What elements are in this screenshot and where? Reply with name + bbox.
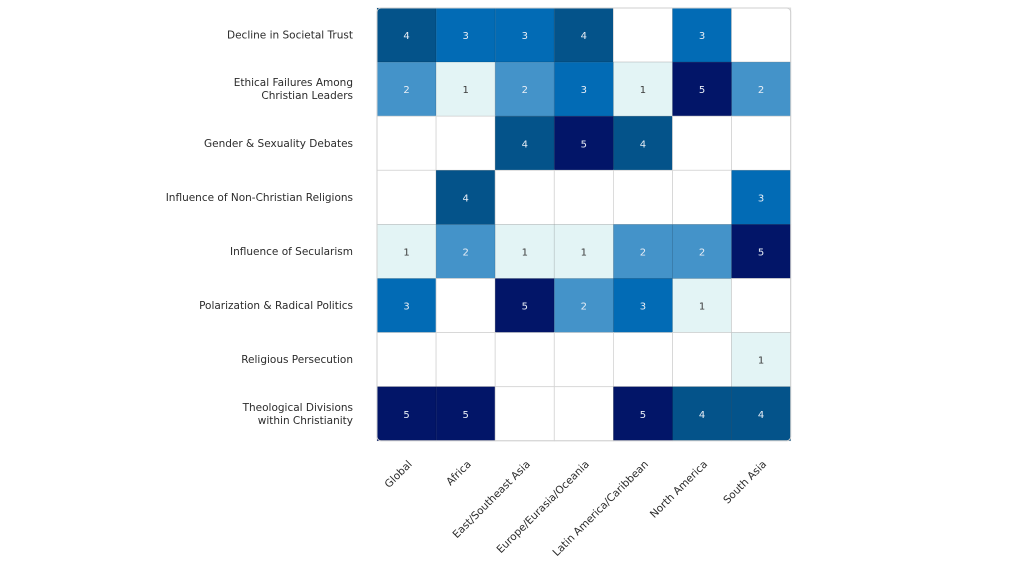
heatmap-cell-ethical-failures-among-christian-leaders-global: [376, 61, 437, 117]
heatmap-cell-theological-divisions-within-christianity-europe-eurasia-oceania: [553, 386, 614, 442]
cell-value-label: 2: [522, 85, 528, 96]
heatmap-cell-influence-of-secularism-europe-eurasia-oceania: [553, 223, 614, 279]
heatmap-cells: 4 3 3 4 3 2 1 2 3 1 5 2 4 5 4 4 3 1 2 1 1 2 2 5 3 5 2 3 1 1 5 5 5 4 4: [376, 7, 792, 442]
heatmap-cell-polarization-radical-politics-europe-eurasia-oceania: [553, 278, 614, 333]
cell-value-label: 2: [463, 248, 469, 259]
heatmap-cell-religious-persecution-europe-eurasia-oceania: [553, 332, 614, 388]
cell-value-label: 4: [403, 31, 409, 42]
heatmap-cell-influence-of-non-christian-religions-north-america: [672, 169, 732, 225]
cell-value-label: 1: [522, 248, 528, 259]
heatmap-cell-gender-sexuality-debates-south-asia: [731, 115, 792, 171]
heatmap-cell-polarization-radical-politics-latin-america-caribbean: [613, 278, 673, 333]
heatmap-cell-religious-persecution-africa: [435, 332, 496, 388]
heatmap-cell-religious-persecution-east-southeast-asia: [494, 332, 555, 388]
cell-value-label: 3: [758, 193, 764, 204]
heatmap-cell-polarization-radical-politics-south-asia: [731, 278, 792, 333]
heatmap-cell-decline-in-societal-trust-africa: [435, 7, 496, 63]
heatmap-cell-ethical-failures-among-christian-leaders-south-asia: [731, 61, 792, 117]
heatmap-cell-influence-of-non-christian-religions-global: [376, 169, 437, 225]
column-label-south-asia: South Asia: [721, 458, 769, 506]
column-label-africa: Africa: [444, 458, 474, 488]
heatmap-cell-decline-in-societal-trust-south-asia: [731, 7, 792, 63]
heatmap-cell-religious-persecution-global: [376, 332, 437, 388]
cell-value-label: 1: [581, 248, 587, 259]
cell-value-label: 1: [699, 302, 705, 313]
heatmap-cell-decline-in-societal-trust-global: [376, 7, 437, 63]
heatmap-cell-decline-in-societal-trust-latin-america-caribbean: [613, 7, 673, 63]
heatmap-cell-polarization-radical-politics-north-america: [672, 278, 732, 333]
cell-value-label: 5: [463, 410, 469, 421]
cell-value-label: 5: [640, 410, 646, 421]
heatmap-cell-influence-of-secularism-east-southeast-asia: [494, 223, 555, 279]
cell-value-label: 4: [463, 193, 469, 204]
row-label-gender-sexuality-debates: Gender & Sexuality Debates: [204, 138, 353, 150]
cell-value-label: 4: [581, 31, 587, 42]
cell-value-label: 4: [699, 410, 705, 421]
cell-value-label: 4: [640, 139, 646, 150]
heatmap-cell-influence-of-non-christian-religions-africa: [435, 169, 496, 225]
cell-value-label: 3: [463, 31, 469, 42]
cell-value-label: 3: [581, 85, 587, 96]
cell-value-label: 2: [403, 85, 409, 96]
heatmap-cell-influence-of-non-christian-religions-latin-america-caribbean: [613, 169, 673, 225]
cell-value-label: 1: [403, 248, 409, 259]
row-label-influence-of-secularism: Influence of Secularism: [230, 246, 353, 258]
cell-value-label: 4: [522, 139, 528, 150]
heatmap-cell-theological-divisions-within-christianity-global: [376, 386, 437, 442]
heatmap-cell-influence-of-secularism-north-america: [672, 223, 732, 279]
column-label-global: Global: [383, 458, 415, 490]
row-label-influence-of-non-christian-religions: Influence of Non-Christian Religions: [166, 192, 353, 204]
row-label-decline-in-societal-trust: Decline in Societal Trust: [227, 30, 353, 42]
column-label-north-america: North America: [648, 458, 710, 520]
cell-value-label: 5: [699, 85, 705, 96]
cell-value-label: 1: [758, 356, 764, 367]
heatmap-cell-religious-persecution-north-america: [672, 332, 732, 388]
heatmap-cell-gender-sexuality-debates-north-america: [672, 115, 732, 171]
heatmap-cell-influence-of-non-christian-religions-south-asia: [731, 169, 792, 225]
heatmap-cell-theological-divisions-within-christianity-south-asia: [731, 386, 792, 442]
row-label-ethical-failures-among-christian-leaders: Ethical Failures Among Christian Leaders: [234, 77, 353, 102]
heatmap-cell-ethical-failures-among-christian-leaders-latin-america-caribbean: [613, 61, 673, 117]
heatmap-cell-polarization-radical-politics-africa: [435, 278, 496, 333]
heatmap-cell-theological-divisions-within-christianity-east-southeast-asia: [494, 386, 555, 442]
heatmap-cell-influence-of-secularism-latin-america-caribbean: [613, 223, 673, 279]
heatmap-cell-influence-of-secularism-africa: [435, 223, 496, 279]
cell-value-label: 3: [699, 31, 705, 42]
row-label-polarization-radical-politics: Polarization & Radical Politics: [199, 300, 353, 312]
heatmap-cell-gender-sexuality-debates-africa: [435, 115, 496, 171]
cell-value-label: 2: [699, 248, 705, 259]
row-labels: Decline in Societal Trust Ethical Failure…: [166, 30, 353, 427]
cell-value-label: 1: [463, 85, 469, 96]
cell-value-label: 3: [640, 302, 646, 313]
cell-value-label: 5: [522, 302, 528, 313]
heatmap-cell-ethical-failures-among-christian-leaders-east-southeast-asia: [494, 61, 555, 117]
heatmap-cell-influence-of-non-christian-religions-east-southeast-asia: [494, 169, 555, 225]
cell-value-label: 3: [522, 31, 528, 42]
cell-value-label: 2: [758, 85, 764, 96]
heatmap-cell-decline-in-societal-trust-europe-eurasia-oceania: [553, 7, 614, 63]
column-label-latin-america-caribbean: Latin America/Caribbean: [551, 458, 651, 558]
cell-value-label: 4: [758, 410, 764, 421]
cell-value-label: 1: [640, 85, 646, 96]
row-label-theological-divisions-within-christianity: Theological Divisions within Christianity: [242, 402, 353, 427]
heatmap-cell-gender-sexuality-debates-europe-eurasia-oceania: [553, 115, 614, 171]
cell-value-label: 5: [758, 248, 764, 259]
cell-value-label: 2: [581, 302, 587, 313]
heatmap-cell-gender-sexuality-debates-global: [376, 115, 437, 171]
row-label-religious-persecution: Religious Persecution: [241, 354, 353, 366]
heatmap-cell-polarization-radical-politics-global: [376, 278, 437, 333]
heatmap-cell-religious-persecution-latin-america-caribbean: [613, 332, 673, 388]
cell-value-label: 5: [403, 410, 409, 421]
heatmap-cell-influence-of-non-christian-religions-europe-eurasia-oceania: [553, 169, 614, 225]
cell-value-label: 5: [581, 139, 587, 150]
cell-value-label: 3: [403, 302, 409, 313]
heatmap-frame: [376, 7, 792, 442]
cell-value-label: 2: [640, 248, 646, 259]
